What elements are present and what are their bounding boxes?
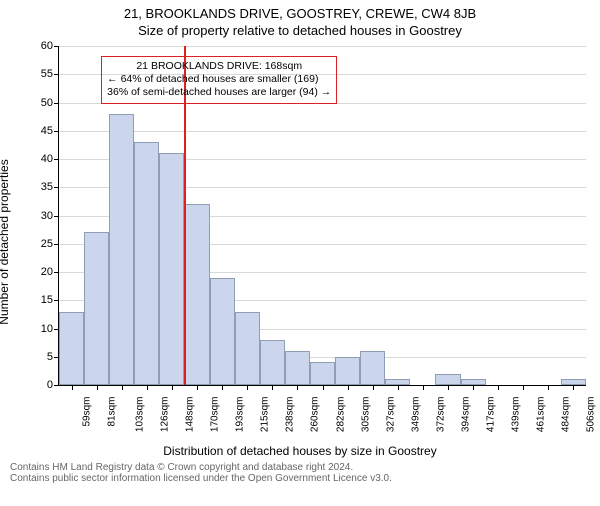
y-tick-label: 20	[41, 266, 53, 278]
x-tick-mark	[573, 385, 574, 390]
title-main: 21, BROOKLANDS DRIVE, GOOSTREY, CREWE, C…	[0, 6, 600, 21]
x-tick-label: 148sqm	[184, 397, 195, 433]
x-tick-label: 126sqm	[159, 397, 170, 433]
y-tick-label: 45	[41, 125, 53, 137]
y-tick-label: 30	[41, 210, 53, 222]
x-tick-label: 484sqm	[561, 397, 572, 433]
x-tick-mark	[97, 385, 98, 390]
x-tick-mark	[297, 385, 298, 390]
y-tick-mark	[54, 272, 59, 273]
bar	[84, 232, 109, 385]
bar	[134, 142, 159, 385]
x-tick-mark	[373, 385, 374, 390]
bar	[184, 204, 209, 385]
y-tick-label: 40	[41, 153, 53, 165]
bar	[285, 351, 310, 385]
y-tick-label: 55	[41, 68, 53, 80]
y-tick-mark	[54, 216, 59, 217]
x-tick-label: 439sqm	[510, 397, 521, 433]
gridline	[59, 131, 586, 132]
title-sub: Size of property relative to detached ho…	[0, 23, 600, 38]
bar	[260, 340, 285, 385]
y-tick-mark	[54, 131, 59, 132]
x-tick-mark	[172, 385, 173, 390]
x-tick-mark	[498, 385, 499, 390]
x-tick-mark	[222, 385, 223, 390]
bar	[235, 312, 260, 385]
y-tick-label: 25	[41, 238, 53, 250]
x-tick-label: 372sqm	[435, 397, 446, 433]
x-tick-label: 305sqm	[360, 397, 371, 433]
x-tick-mark	[197, 385, 198, 390]
plot-wrap: Number of detached properties 0510152025…	[10, 42, 590, 442]
bar	[360, 351, 385, 385]
footer-line-2: Contains public sector information licen…	[10, 473, 600, 484]
footer-line-1: Contains HM Land Registry data © Crown c…	[10, 462, 600, 473]
y-axis-label: Number of detached properties	[0, 159, 11, 324]
x-tick-mark	[147, 385, 148, 390]
y-tick-mark	[54, 46, 59, 47]
y-tick-mark	[54, 385, 59, 386]
x-tick-mark	[247, 385, 248, 390]
bar	[159, 153, 184, 385]
x-tick-label: 394sqm	[460, 397, 471, 433]
bar	[435, 374, 460, 385]
y-tick-mark	[54, 159, 59, 160]
bar	[335, 357, 360, 385]
x-axis-label: Distribution of detached houses by size …	[0, 444, 600, 458]
y-tick-label: 50	[41, 97, 53, 109]
annotation-line: 36% of semi-detached houses are larger (…	[107, 86, 331, 99]
x-tick-mark	[523, 385, 524, 390]
x-tick-mark	[348, 385, 349, 390]
bar	[310, 362, 335, 385]
x-tick-mark	[72, 385, 73, 390]
y-tick-mark	[54, 244, 59, 245]
x-tick-label: 238sqm	[285, 397, 296, 433]
x-tick-label: 215sqm	[259, 397, 270, 433]
x-tick-label: 59sqm	[81, 397, 92, 427]
annotation-box: 21 BROOKLANDS DRIVE: 168sqm← 64% of deta…	[101, 56, 337, 103]
y-tick-label: 10	[41, 323, 53, 335]
y-tick-label: 15	[41, 294, 53, 306]
plot-area: 05101520253035404550556059sqm81sqm103sqm…	[58, 46, 586, 386]
annotation-line: ← 64% of detached houses are smaller (16…	[107, 73, 331, 86]
x-tick-label: 327sqm	[385, 397, 396, 433]
x-tick-mark	[473, 385, 474, 390]
x-tick-label: 170sqm	[209, 397, 220, 433]
x-tick-label: 193sqm	[234, 397, 245, 433]
x-tick-mark	[272, 385, 273, 390]
gridline	[59, 46, 586, 47]
y-tick-mark	[54, 300, 59, 301]
y-tick-label: 60	[41, 40, 53, 52]
y-tick-mark	[54, 74, 59, 75]
y-tick-label: 35	[41, 181, 53, 193]
x-tick-label: 282sqm	[335, 397, 346, 433]
y-tick-mark	[54, 187, 59, 188]
x-tick-mark	[423, 385, 424, 390]
bar	[109, 114, 134, 385]
y-tick-mark	[54, 103, 59, 104]
bar	[210, 278, 235, 385]
x-tick-mark	[448, 385, 449, 390]
x-tick-mark	[323, 385, 324, 390]
x-tick-mark	[548, 385, 549, 390]
x-tick-label: 461sqm	[536, 397, 547, 433]
x-tick-label: 506sqm	[586, 397, 597, 433]
x-tick-label: 103sqm	[134, 397, 145, 433]
y-tick-label: 0	[47, 379, 53, 391]
x-tick-mark	[122, 385, 123, 390]
x-tick-mark	[398, 385, 399, 390]
x-tick-label: 417sqm	[485, 397, 496, 433]
x-tick-label: 349sqm	[410, 397, 421, 433]
x-tick-label: 81sqm	[106, 397, 117, 427]
y-tick-label: 5	[47, 351, 53, 363]
bar	[59, 312, 84, 385]
x-tick-label: 260sqm	[310, 397, 321, 433]
annotation-line: 21 BROOKLANDS DRIVE: 168sqm	[107, 60, 331, 73]
